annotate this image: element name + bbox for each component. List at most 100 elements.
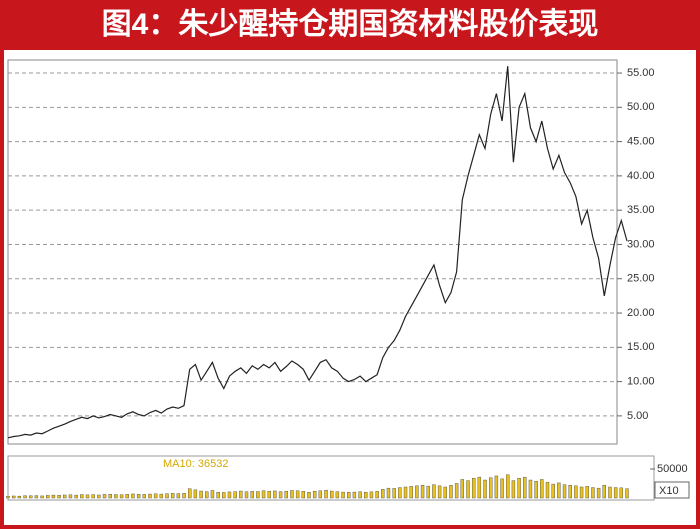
volume-bar [170, 493, 175, 499]
volume-bar [329, 490, 334, 499]
plot-border [7, 59, 618, 445]
y-tick-label: 35.00 [627, 204, 655, 216]
volume-bar [557, 482, 561, 499]
volume-bar [545, 482, 550, 499]
chart-title: 图4：朱少醒持仓期国资材料股价表现 [102, 8, 599, 41]
volume-bar [335, 491, 340, 499]
volume-bar [523, 476, 527, 499]
volume-bar [11, 495, 16, 499]
volume-bar [426, 485, 430, 499]
volume-bar [375, 491, 379, 499]
volume-bar [46, 495, 50, 499]
volume-bar [369, 491, 374, 499]
volume-bar [68, 494, 73, 499]
volume-bar [534, 480, 538, 499]
volume-bar [165, 493, 169, 499]
volume-bar [216, 492, 220, 499]
volume-bar [398, 487, 402, 499]
volume-bar [119, 494, 124, 499]
volume-bar [74, 494, 78, 499]
y-tick-label: 5.00 [627, 410, 648, 422]
volume-bar [182, 493, 186, 499]
y-tick-label: 55.00 [627, 67, 655, 79]
volume-bar [51, 494, 56, 499]
volume-bar [102, 494, 107, 499]
volume-bar [244, 491, 249, 499]
volume-bar [239, 490, 243, 499]
volume-bar [290, 490, 294, 499]
volume-bar [460, 479, 465, 499]
volume-bar [432, 484, 436, 499]
volume-bar [477, 476, 482, 499]
volume-bar [562, 484, 567, 499]
volume-bar [57, 495, 61, 499]
volume-bar [205, 491, 209, 499]
volume-bar [449, 485, 453, 499]
volume-bar [63, 494, 67, 499]
volume-bar [227, 491, 232, 499]
volume-bar [324, 489, 328, 499]
volume-bar [307, 492, 311, 499]
volume-bar [409, 486, 413, 499]
price-line [7, 66, 628, 439]
volume-bar [250, 491, 254, 499]
volume-bar [273, 490, 277, 499]
volume-bar [159, 493, 164, 499]
volume-bar [199, 490, 203, 499]
volume-bar [483, 479, 487, 499]
volume-tick-label: 50000 [657, 463, 688, 475]
volume-bar [506, 474, 510, 499]
volume-bar [625, 488, 629, 499]
canvas [4, 50, 696, 525]
volume-bar [278, 491, 283, 499]
volume-bar [613, 487, 618, 499]
volume-bar [437, 485, 442, 499]
volume-bar [540, 479, 544, 499]
volume-bar [500, 478, 504, 499]
volume-bar [29, 495, 33, 499]
y-tick-label: 30.00 [627, 238, 655, 250]
volume-bar [381, 489, 385, 499]
volume-bar [341, 491, 345, 499]
volume-bar [312, 490, 317, 499]
volume-bar [494, 475, 499, 499]
volume-bar [318, 490, 323, 499]
volume-bar [193, 489, 198, 499]
y-tick-label: 15.00 [627, 341, 655, 353]
volume-bar [91, 494, 95, 499]
volume-bar [347, 492, 351, 499]
volume-bar [358, 491, 362, 499]
volume-bar [454, 483, 459, 499]
volume-bar [136, 493, 141, 499]
volume-bar [108, 494, 112, 499]
scale-box [654, 481, 690, 499]
volume-bar [443, 486, 447, 499]
volume-bar [608, 486, 612, 499]
volume-bar [420, 485, 425, 499]
volume-bar [471, 478, 476, 499]
volume-bar [517, 478, 521, 499]
volume-bar [188, 488, 192, 499]
volume-bar [131, 493, 135, 499]
volume-bar [489, 477, 493, 499]
volume-bar [125, 494, 129, 499]
volume-bar [602, 485, 606, 499]
volume-bar [153, 493, 158, 499]
volume-bar [352, 491, 357, 499]
volume-bar [301, 491, 306, 499]
volume-bar [386, 487, 391, 499]
ma-label: MA10: 36532 [163, 458, 228, 470]
volume-border [7, 455, 655, 501]
volume-bar [17, 495, 22, 499]
volume-bar [210, 490, 215, 499]
volume-bar [568, 485, 572, 499]
volume-bar [579, 486, 584, 499]
volume-bar [551, 483, 555, 499]
volume-bar [142, 494, 146, 499]
volume-bar [585, 486, 589, 499]
volume-bar [85, 494, 90, 499]
volume-bar [97, 494, 101, 499]
volume-bar [34, 495, 39, 499]
volume-bar [267, 490, 271, 499]
